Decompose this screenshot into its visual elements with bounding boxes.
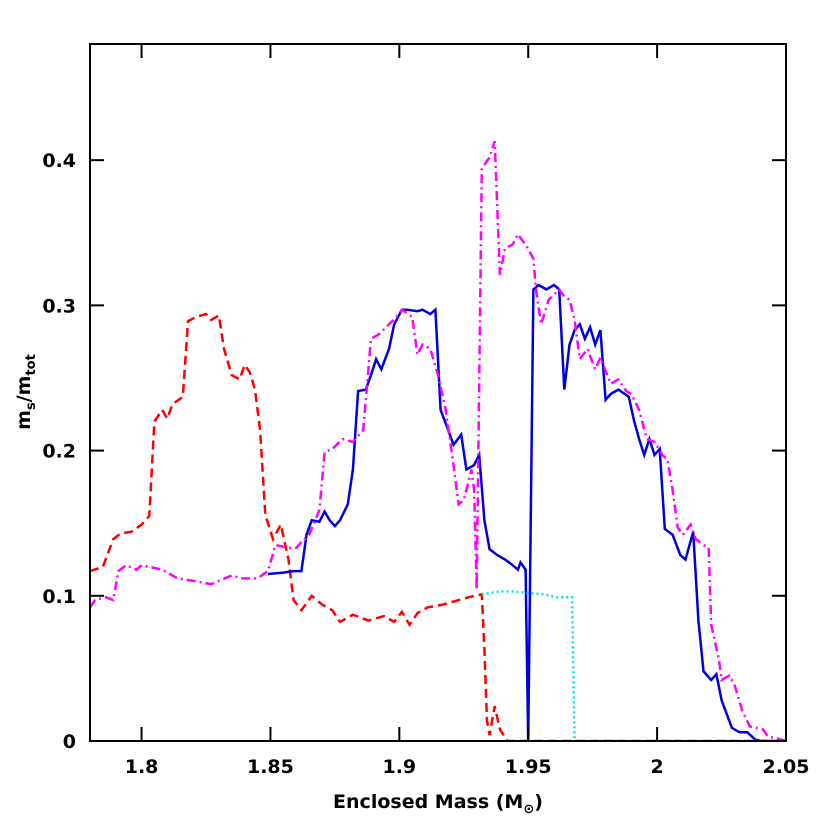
x-tick-label: 2 <box>650 756 663 778</box>
y-label-sub2: tot <box>24 354 39 375</box>
y-label-sub: s <box>24 402 39 410</box>
x-label-end: ) <box>534 791 543 813</box>
x-label-sub: ⊙ <box>523 802 534 817</box>
series-line <box>90 312 786 741</box>
x-tick-label: 1.85 <box>247 756 294 778</box>
x-tick-label: 1.9 <box>382 756 416 778</box>
series-line <box>90 140 786 741</box>
y-tick-label: 0.1 <box>42 586 76 608</box>
plot-lines <box>90 140 786 741</box>
plot-frame <box>89 43 787 742</box>
x-tick-label: 2.05 <box>763 756 810 778</box>
series-line <box>267 283 786 741</box>
y-axis-label: ms/mtot <box>13 354 39 430</box>
y-label-m: m <box>13 410 35 430</box>
y-tick-label: 0.3 <box>42 295 76 317</box>
x-tick-label: 1.8 <box>125 756 159 778</box>
x-label-main: Enclosed Mass (M <box>333 791 523 813</box>
x-tick-label: 1.95 <box>505 756 552 778</box>
x-axis-label: Enclosed Mass (M⊙) <box>333 791 543 817</box>
y-label-m2: /m <box>13 376 35 403</box>
y-tick-label: 0.4 <box>42 150 76 172</box>
y-tick-label: 0 <box>63 731 76 753</box>
y-tick-label: 0.2 <box>42 441 76 463</box>
